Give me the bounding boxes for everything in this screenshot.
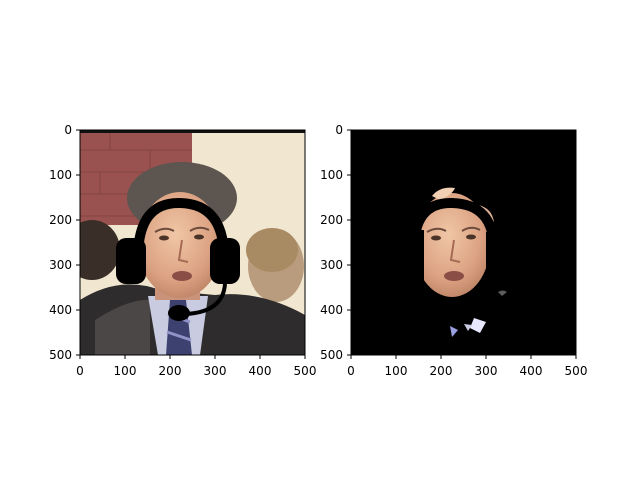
right-x-ticks (350, 355, 577, 359)
left-xtick-label: 0 (76, 364, 84, 378)
left-ytick-label: 300 (49, 258, 72, 272)
right-ytick-label: 0 (335, 123, 343, 137)
right-xtick-label: 400 (520, 364, 543, 378)
right-axes-frame (350, 129, 577, 356)
left-ytick-label: 0 (64, 123, 72, 137)
left-xtick-label: 300 (204, 364, 227, 378)
left-ytick-label: 500 (49, 348, 72, 362)
masked-face (402, 187, 507, 337)
left-ytick-label: 100 (49, 168, 72, 182)
right-y-ticks (347, 129, 351, 356)
headset-icon (116, 197, 240, 321)
left-axes-frame (79, 129, 306, 356)
right-ytick-label: 300 (320, 258, 343, 272)
left-xtick-label: 500 (294, 364, 317, 378)
right-panel: 0 100 200 300 400 500 0 100 200 300 400 … (320, 123, 587, 378)
right-ytick-label: 200 (320, 213, 343, 227)
left-xtick-label: 100 (114, 364, 137, 378)
left-panel: 0 100 200 300 400 500 0 100 200 300 400 … (49, 123, 316, 378)
right-mask (351, 130, 576, 355)
right-xtick-label: 200 (430, 364, 453, 378)
left-xtick-label: 400 (249, 364, 272, 378)
right-xtick-label: 300 (475, 364, 498, 378)
right-xtick-label: 500 (565, 364, 588, 378)
background-person-left (80, 220, 120, 280)
right-xtick-label: 100 (385, 364, 408, 378)
right-ytick-label: 100 (320, 168, 343, 182)
left-x-ticks (79, 355, 306, 359)
right-ytick-label: 400 (320, 303, 343, 317)
right-ytick-label: 500 (320, 348, 343, 362)
face (138, 192, 222, 298)
left-xtick-label: 200 (159, 364, 182, 378)
left-ytick-label: 200 (49, 213, 72, 227)
left-ytick-label: 400 (49, 303, 72, 317)
left-photo (80, 130, 305, 355)
right-xtick-label: 0 (347, 364, 355, 378)
left-y-ticks (76, 129, 80, 356)
